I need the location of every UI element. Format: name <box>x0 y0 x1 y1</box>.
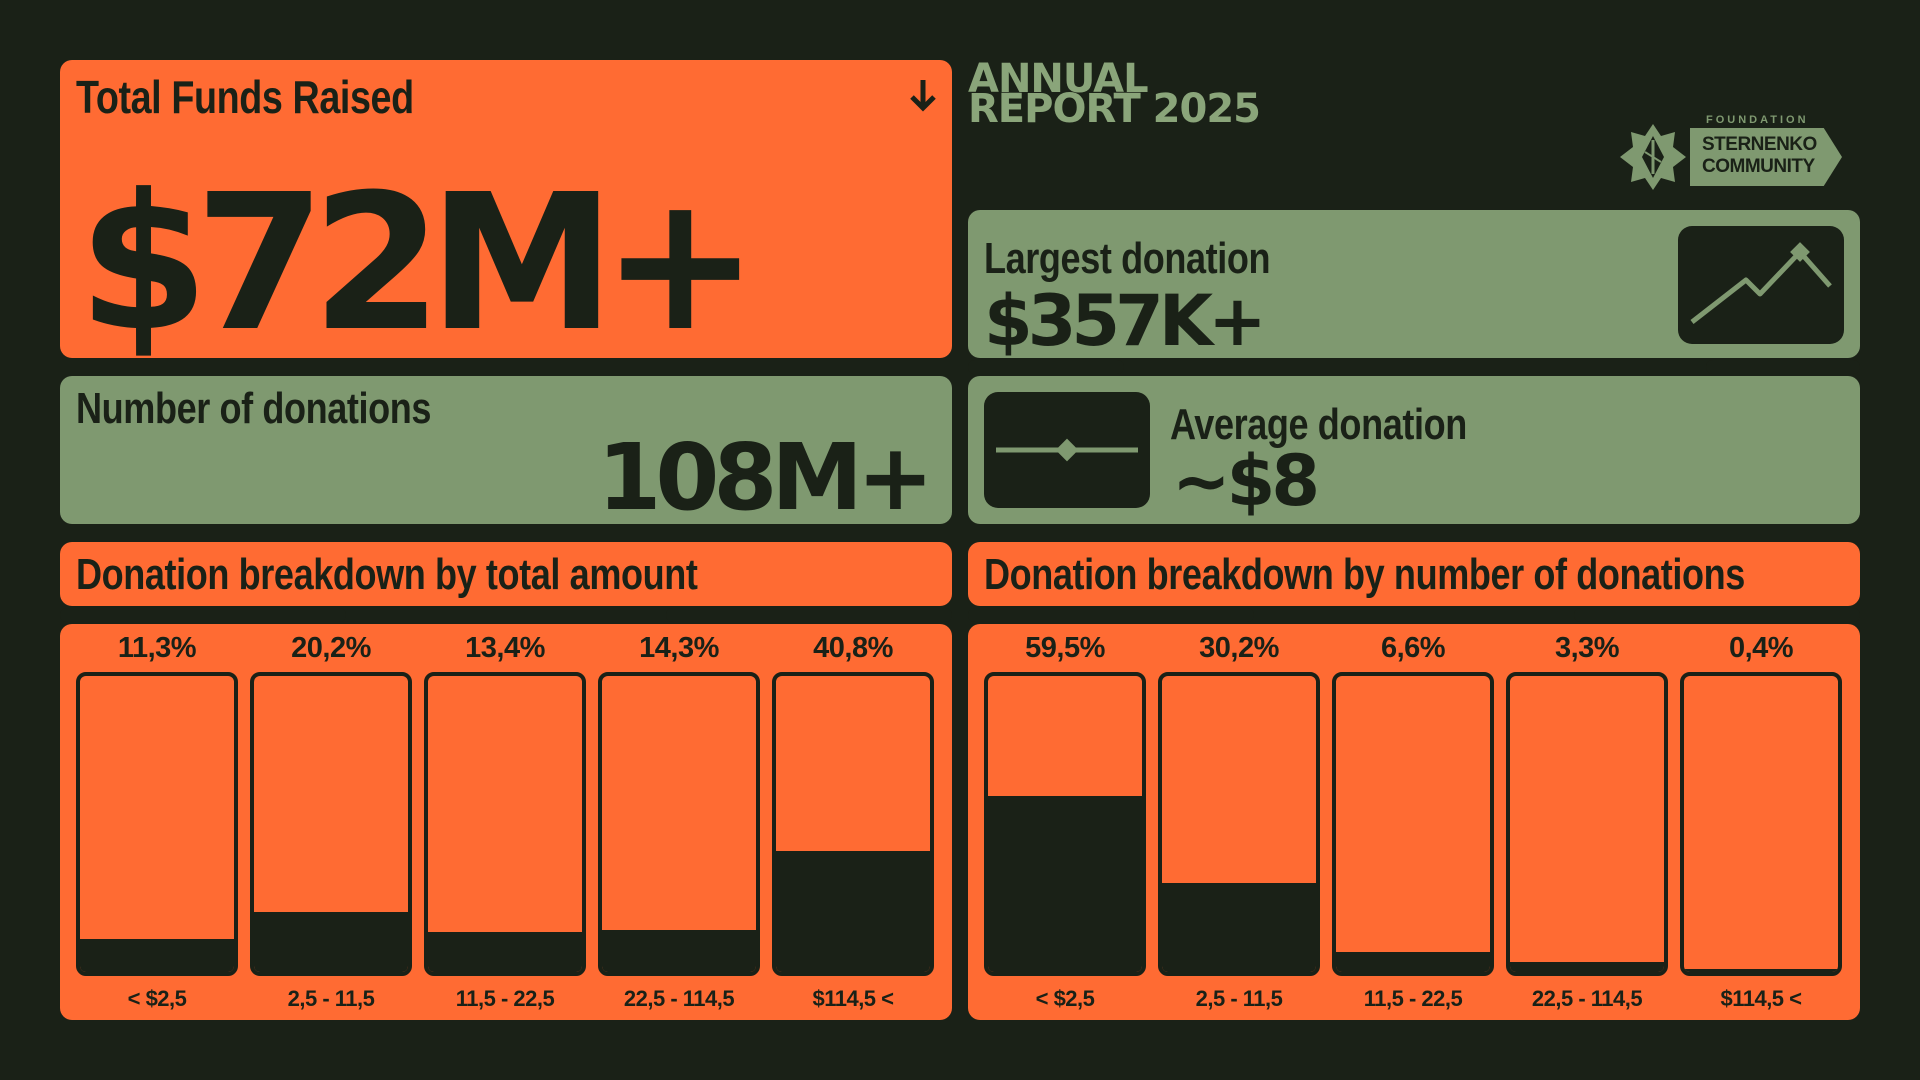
chart1-bar <box>80 938 234 972</box>
chart2-title-bar: Donation breakdown by number of donation… <box>968 542 1860 606</box>
largest-tab-left <box>968 360 1124 374</box>
chart1-bar-frame <box>598 672 760 976</box>
chart1-bar-frame <box>76 672 238 976</box>
total-funds-card: Total Funds Raised $72M+ <box>60 60 952 358</box>
chart2-bar <box>1510 962 1664 972</box>
chart2-title: Donation breakdown by number of donation… <box>984 550 1745 599</box>
chart1-body: 11,3% < $2,5 20,2% 2,5 - 11,5 13,4% 11,5 - 22… <box>60 624 952 1020</box>
chart2-category-label: < $2,5 <box>1035 986 1095 1011</box>
logo-line2: COMMUNITY <box>1702 156 1815 177</box>
chart2-tab-left <box>968 608 1254 622</box>
trend-up-icon <box>1678 226 1844 344</box>
chart1-bar-slot: 13,4% 11,5 - 22,5 <box>424 624 586 1020</box>
logo-small-text: FOUNDATION <box>1706 114 1809 126</box>
report-title-line1: ANNUAL <box>968 56 1149 102</box>
chart1-category-label: < $2,5 <box>127 986 187 1011</box>
chart2-tab-right <box>1574 608 1860 622</box>
chart1-data-label: 20,2% <box>291 632 371 664</box>
chart1-bar <box>428 932 582 972</box>
average-donation-label: Average donation <box>1170 400 1467 449</box>
average-donation-value: ~$8 <box>1172 440 1320 522</box>
logo-badge <box>1690 128 1842 186</box>
chart2-bar-frame <box>1158 672 1320 976</box>
chart1-data-label: 40,8% <box>813 632 893 664</box>
chart1-bar-slot: 14,3% 22,5 - 114,5 <box>598 624 760 1020</box>
chart1-tab-right <box>666 608 952 622</box>
logo-line1: STERNENKO <box>1702 134 1817 155</box>
chart1-bar <box>254 912 408 972</box>
chart2-bar-frame <box>984 672 1146 976</box>
chart2-category-label: 2,5 - 11,5 <box>1195 986 1283 1011</box>
chart2-bar-slot: 30,2% 2,5 - 11,5 <box>1158 624 1320 1020</box>
number-of-donations-value: 108M+ <box>597 424 934 531</box>
chart1-category-label: $114,5 < <box>812 986 894 1011</box>
foundation-logo: FOUNDATION STERNENKO COMMUNITY <box>1618 114 1858 194</box>
largest-donation-card: Largest donation $357K+ <box>968 210 1860 358</box>
chart2-data-label: 3,3% <box>1554 632 1620 664</box>
chart1-bar-frame <box>424 672 586 976</box>
chart2-bar <box>988 795 1142 972</box>
chart2-bar <box>1684 969 1838 972</box>
chart1-bar <box>776 851 930 972</box>
chart1-bar-slot: 11,3% < $2,5 <box>76 624 238 1020</box>
chart2-bar-slot: 0,4% $114,5 < <box>1680 624 1842 1020</box>
chart2-bar-frame <box>1332 672 1494 976</box>
chart1-data-label: 11,3% <box>117 632 197 664</box>
report-title-line2: REPORT 2025 <box>968 86 1261 132</box>
chart1-category-label: 2,5 - 11,5 <box>287 986 375 1011</box>
chart1-data-label: 14,3% <box>639 632 719 664</box>
arrow-down-icon <box>910 80 936 112</box>
number-of-donations-card: Number of donations 108M+ <box>60 376 952 524</box>
chart2-bar-slot: 59,5% < $2,5 <box>984 624 1146 1020</box>
chart1-bar-frame <box>250 672 412 976</box>
chart1-bar-slot: 20,2% 2,5 - 11,5 <box>250 624 412 1020</box>
chart1-bar <box>602 929 756 972</box>
chart2-bar-frame <box>1680 672 1842 976</box>
chart2-bar-slot: 6,6% 11,5 - 22,5 <box>1332 624 1494 1020</box>
largest-donation-label: Largest donation <box>984 234 1271 283</box>
largest-tab-right <box>1706 360 1860 374</box>
chart1-data-label: 13,4% <box>465 632 545 664</box>
total-funds-label: Total Funds Raised <box>76 71 414 123</box>
chart1-bar-slot: 40,8% $114,5 < <box>772 624 934 1020</box>
slider-icon <box>984 392 1150 508</box>
report-title: ANNUAL REPORT 2025 <box>968 56 1261 132</box>
number-of-donations-label: Number of donations <box>76 384 432 433</box>
chart1-title-bar: Donation breakdown by total amount <box>60 542 952 606</box>
total-funds-value: $72M+ <box>78 154 759 373</box>
chart2-data-label: 6,6% <box>1380 632 1446 664</box>
chart1-category-label: 22,5 - 114,5 <box>623 986 735 1011</box>
chart1-category-label: 11,5 - 22,5 <box>455 986 555 1011</box>
chart2-body: 59,5% < $2,5 30,2% 2,5 - 11,5 6,6% 11,5 - 22,… <box>968 624 1860 1020</box>
chart2-bar <box>1162 882 1316 972</box>
chart2-bar-slot: 3,3% 22,5 - 114,5 <box>1506 624 1668 1020</box>
chart2-category-label: 22,5 - 114,5 <box>1531 986 1643 1011</box>
chart1-tab-left <box>60 608 346 622</box>
logo-emblem-icon <box>1620 124 1686 190</box>
chart2-bar-frame <box>1506 672 1668 976</box>
largest-donation-value: $357K+ <box>984 280 1267 362</box>
chart2-data-label: 30,2% <box>1199 632 1279 664</box>
chart2-bar <box>1336 952 1490 972</box>
chart2-category-label: $114,5 < <box>1720 986 1802 1011</box>
chart2-data-label: 0,4% <box>1728 632 1794 664</box>
chart1-bar-frame <box>772 672 934 976</box>
chart1-title: Donation breakdown by total amount <box>76 550 698 599</box>
average-donation-card: Average donation ~$8 <box>968 376 1860 524</box>
chart2-category-label: 11,5 - 22,5 <box>1363 986 1463 1011</box>
chart2-data-label: 59,5% <box>1025 632 1105 664</box>
